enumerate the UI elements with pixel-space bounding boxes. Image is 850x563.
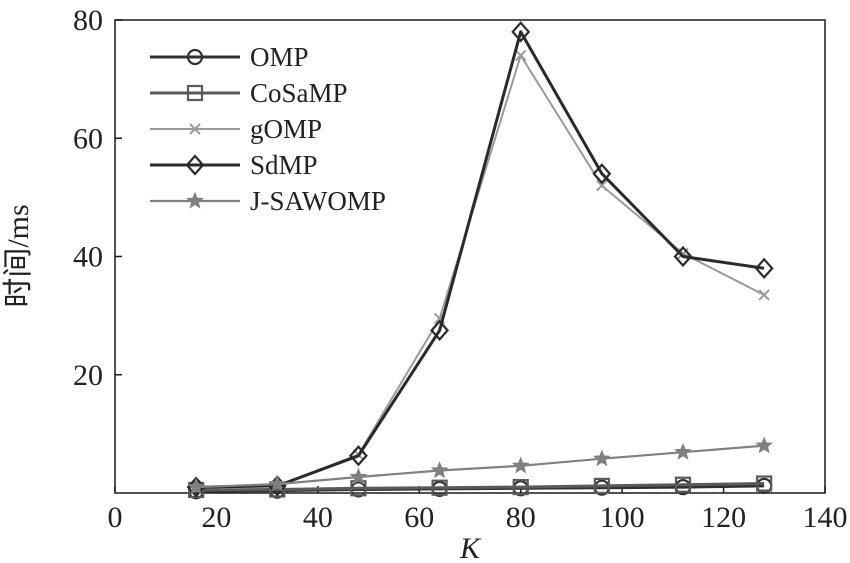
data-point (592, 163, 612, 185)
data-point (592, 449, 611, 467)
data-point (593, 477, 610, 495)
series-layer (186, 21, 774, 500)
data-point (755, 436, 774, 454)
legend-marker (186, 84, 204, 102)
legend-label: CoSaMP (250, 78, 348, 108)
data-point (754, 257, 774, 279)
legend-marker (185, 154, 205, 176)
data-point (511, 21, 531, 43)
data-point (431, 479, 448, 496)
legend: OMP CoSaMP gOMP SdMP J-SAWOMP (150, 42, 386, 216)
legend-label: SdMP (250, 150, 318, 180)
series-sdmp (186, 21, 774, 498)
series-j-sawomp (187, 436, 774, 495)
x-tick-label: 80 (506, 501, 536, 534)
data-point (756, 475, 773, 492)
data-point (350, 480, 367, 497)
x-tick-label: 120 (701, 501, 746, 534)
axis-ticks: 0 20 40 60 80 100 120 140 20 40 60 80 (73, 4, 848, 534)
y-tick-label: 40 (73, 241, 103, 274)
data-point (511, 456, 530, 474)
data-point (430, 319, 450, 342)
legend-marker (186, 48, 204, 66)
series-line (196, 482, 765, 492)
legend-label: OMP (250, 42, 309, 72)
plot-frame (114, 19, 826, 494)
data-point (673, 245, 693, 268)
data-point (187, 477, 206, 495)
x-tick-label: 60 (404, 501, 434, 534)
data-point (758, 289, 770, 301)
series-cosamp (188, 475, 773, 499)
x-tick-label: 140 (803, 501, 848, 534)
data-point (268, 474, 287, 492)
x-tick-label: 100 (600, 501, 645, 534)
y-tick-label: 20 (73, 359, 103, 392)
x-tick-label: 0 (108, 501, 123, 534)
x-tick-label: 20 (201, 501, 231, 534)
data-point (515, 49, 527, 62)
y-axis-label: 时间/ms (2, 204, 35, 307)
series-line (196, 30, 765, 489)
data-point (349, 467, 368, 485)
series-line (196, 444, 765, 489)
data-point (430, 461, 449, 479)
legend-marker (189, 123, 201, 135)
data-point (674, 442, 692, 460)
data-point (596, 179, 608, 192)
legend-label: J-SAWOMP (250, 186, 386, 216)
y-tick-label: 80 (73, 4, 103, 37)
legend-marker (186, 191, 204, 209)
data-point (512, 478, 529, 496)
x-axis-label: K (459, 532, 482, 563)
data-point (674, 476, 692, 493)
x-tick-label: 40 (303, 501, 333, 534)
data-point (348, 445, 368, 467)
y-tick-label: 60 (73, 122, 103, 155)
legend-label: gOMP (250, 114, 322, 144)
